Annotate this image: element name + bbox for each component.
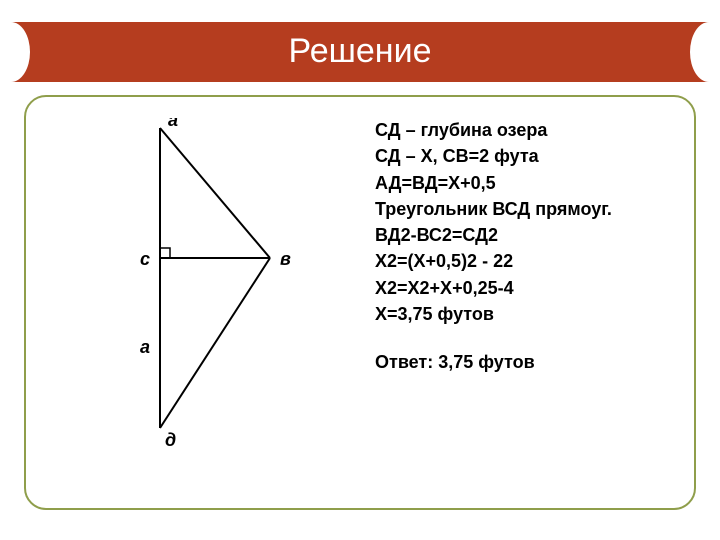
solution-line: АД=ВД=Х+0,5 [375,171,685,195]
solution-line: СД – Х, СВ=2 фута [375,144,685,168]
label-a-mid: а [140,337,150,357]
label-a-top: а [168,118,178,130]
solution-text: СД – глубина озера СД – Х, СВ=2 фута АД=… [375,118,685,377]
label-c: с [140,249,150,269]
solution-line: Х2=(Х+0,5)2 - 22 [375,249,685,273]
solution-line: Х=3,75 футов [375,302,685,326]
geometry-diagram: а с в а д [90,118,330,448]
solution-line: ВД2-ВС2=СД2 [375,223,685,247]
page-title: Решение [0,32,720,71]
solution-line: Треугольник ВСД прямоуг. [375,197,685,221]
answer-line: Ответ: 3,75 футов [375,350,685,374]
label-d: д [165,430,176,448]
label-v: в [280,249,291,269]
solution-line: Х2=Х2+Х+0,25-4 [375,276,685,300]
solution-line: СД – глубина озера [375,118,685,142]
